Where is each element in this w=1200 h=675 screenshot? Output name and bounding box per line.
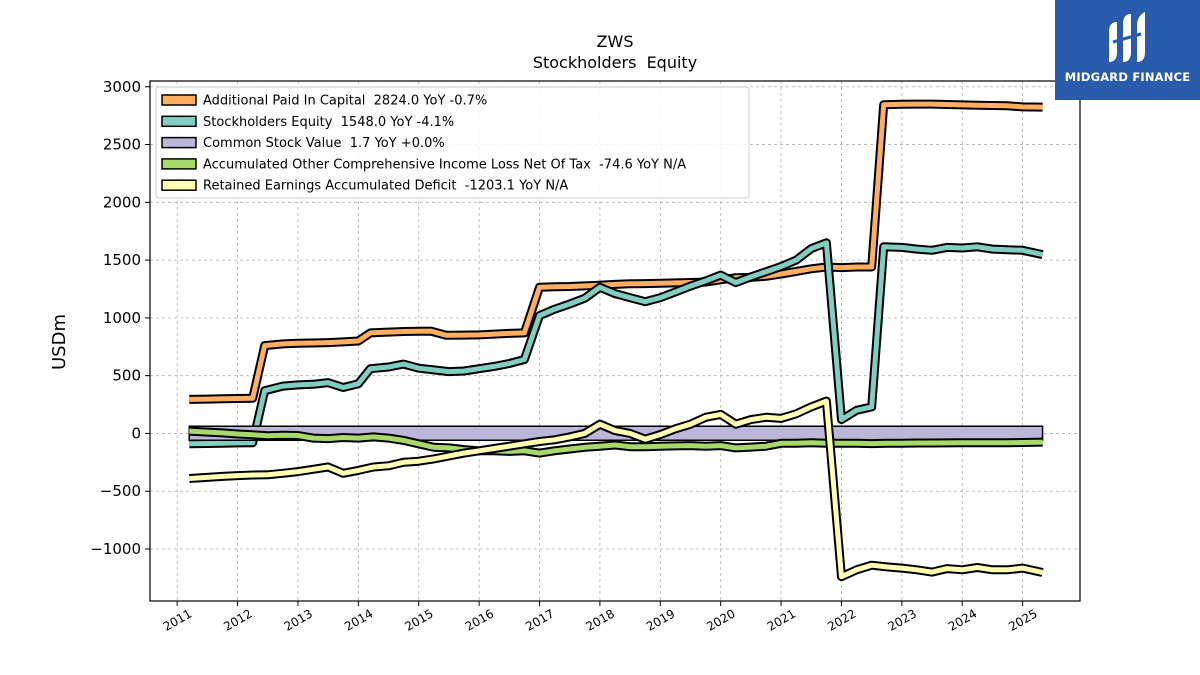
series-line-1 bbox=[189, 238, 1044, 449]
y-tick-label: −1000 bbox=[90, 540, 141, 558]
x-axis-ticks: 2011 2012 2013 2014 2015 2016 2017 2018 2019 2020… bbox=[161, 601, 1040, 634]
x-tick-label: 2013 bbox=[282, 606, 315, 633]
legend-label: Retained Earnings Accumulated Deficit -1… bbox=[203, 179, 568, 194]
midgard-logo-icon bbox=[1109, 12, 1145, 62]
x-tick-label: 2020 bbox=[704, 606, 737, 633]
x-tick-label: 2019 bbox=[644, 606, 677, 633]
series-line-0 bbox=[189, 99, 1043, 404]
legend-swatch bbox=[161, 94, 197, 106]
x-tick-label: 2011 bbox=[161, 606, 194, 633]
brand-logo: MIDGARD FINANCE bbox=[1055, 0, 1200, 100]
y-axis-ticks: −1000 −500 0 500 1000 1500 2000 2500 3000 bbox=[90, 78, 150, 558]
y-tick-label: 1000 bbox=[103, 309, 141, 327]
legend-swatch bbox=[161, 115, 197, 128]
y-tick-label: 2500 bbox=[103, 136, 141, 154]
legend-label: Accumulated Other Comprehensive Income L… bbox=[203, 157, 686, 172]
x-tick-label: 2022 bbox=[825, 606, 858, 633]
x-tick-label: 2021 bbox=[765, 606, 798, 633]
y-tick-label: −500 bbox=[100, 482, 141, 500]
series-line-3 bbox=[189, 426, 1043, 458]
y-axis-label: USDm bbox=[49, 314, 70, 370]
y-tick-label: 2000 bbox=[103, 193, 141, 211]
x-tick-label: 2016 bbox=[463, 606, 496, 633]
y-tick-label: 1500 bbox=[103, 251, 141, 269]
y-tick-label: 0 bbox=[131, 424, 141, 442]
x-tick-label: 2015 bbox=[402, 606, 435, 633]
legend-label: Common Stock Value 1.7 YoY +0.0% bbox=[203, 136, 445, 151]
brand-name: MIDGARD FINANCE bbox=[1064, 70, 1191, 84]
x-tick-label: 2018 bbox=[584, 606, 617, 633]
legend-swatch bbox=[161, 179, 197, 191]
x-tick-label: 2017 bbox=[523, 606, 556, 633]
chart-title: ZWS bbox=[597, 32, 634, 51]
chart-legend: Additional Paid In Capital 2824.0 YoY -0… bbox=[155, 86, 750, 199]
x-tick-label: 2025 bbox=[1006, 606, 1039, 633]
chart-subtitle: Stockholders Equity bbox=[533, 53, 697, 72]
legend-box bbox=[155, 86, 750, 199]
plot-area-frame bbox=[149, 80, 1081, 602]
legend-swatch bbox=[161, 158, 197, 170]
x-tick-label: 2014 bbox=[342, 606, 375, 633]
series-line-4 bbox=[189, 396, 1044, 582]
legend-label: Additional Paid In Capital 2824.0 YoY -0… bbox=[203, 94, 487, 109]
y-tick-label: 3000 bbox=[103, 78, 141, 96]
legend-swatch bbox=[161, 136, 197, 149]
series-lines bbox=[188, 99, 1044, 582]
x-tick-label: 2023 bbox=[885, 606, 918, 633]
legend-label: Stockholders Equity 1548.0 YoY -4.1% bbox=[203, 115, 454, 130]
x-tick-label: 2012 bbox=[221, 606, 254, 633]
x-tick-label: 2024 bbox=[946, 606, 979, 633]
y-tick-label: 500 bbox=[112, 367, 141, 385]
